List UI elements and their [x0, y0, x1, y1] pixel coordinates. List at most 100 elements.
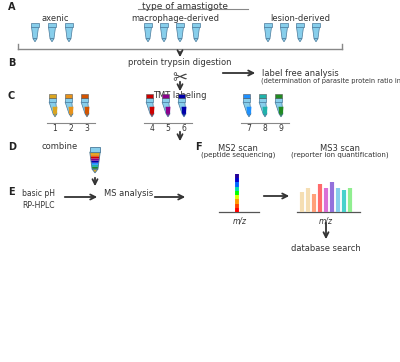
Text: 1: 1 [53, 124, 57, 133]
Polygon shape [166, 114, 170, 117]
Polygon shape [68, 107, 74, 114]
Polygon shape [85, 114, 89, 117]
Polygon shape [90, 152, 100, 154]
Polygon shape [144, 27, 152, 39]
Polygon shape [266, 39, 270, 42]
Polygon shape [81, 94, 88, 98]
Polygon shape [275, 94, 282, 98]
Polygon shape [69, 114, 73, 117]
Text: m/z: m/z [319, 217, 333, 226]
Text: F: F [195, 142, 202, 152]
Polygon shape [278, 107, 284, 114]
Polygon shape [84, 107, 90, 114]
Polygon shape [312, 23, 320, 27]
Polygon shape [49, 98, 56, 102]
Polygon shape [280, 23, 288, 27]
Polygon shape [263, 114, 267, 117]
Polygon shape [243, 94, 250, 98]
Text: ✂: ✂ [172, 69, 188, 87]
Polygon shape [312, 27, 320, 39]
Text: MS2 scan: MS2 scan [218, 144, 258, 153]
Polygon shape [166, 107, 170, 114]
Text: protein trypsin digestion: protein trypsin digestion [128, 58, 232, 67]
Text: 7: 7 [246, 124, 252, 133]
Polygon shape [259, 102, 267, 114]
Polygon shape [92, 165, 98, 167]
Text: MS3 scan: MS3 scan [320, 144, 360, 153]
Polygon shape [247, 114, 251, 117]
Polygon shape [178, 94, 185, 98]
Polygon shape [160, 27, 168, 39]
Text: 9: 9 [278, 124, 284, 133]
Text: TMT labeling: TMT labeling [153, 91, 207, 100]
Polygon shape [52, 107, 58, 114]
Polygon shape [146, 39, 150, 42]
Polygon shape [150, 114, 154, 117]
Polygon shape [279, 114, 283, 117]
Polygon shape [91, 163, 99, 165]
Polygon shape [49, 94, 56, 98]
Polygon shape [48, 27, 56, 39]
Polygon shape [150, 107, 154, 114]
Polygon shape [264, 27, 272, 39]
Polygon shape [32, 27, 38, 39]
Polygon shape [182, 114, 186, 117]
Polygon shape [65, 94, 72, 98]
Polygon shape [192, 23, 200, 27]
Polygon shape [243, 102, 251, 114]
Text: MS analysis: MS analysis [104, 189, 153, 198]
Polygon shape [66, 27, 72, 39]
Polygon shape [246, 107, 252, 114]
Polygon shape [48, 23, 56, 27]
Polygon shape [275, 98, 282, 102]
Polygon shape [49, 102, 57, 114]
Text: combine: combine [42, 142, 78, 151]
Polygon shape [262, 107, 268, 114]
Text: 3: 3 [84, 124, 90, 133]
Polygon shape [81, 102, 89, 114]
Text: basic pH
RP-HPLC: basic pH RP-HPLC [22, 189, 55, 210]
Polygon shape [92, 167, 98, 169]
Polygon shape [243, 98, 250, 102]
Polygon shape [65, 102, 73, 114]
Polygon shape [90, 156, 100, 159]
Text: C: C [8, 91, 15, 101]
Text: 6: 6 [182, 124, 186, 133]
Text: 4: 4 [150, 124, 154, 133]
Polygon shape [91, 161, 99, 163]
Polygon shape [275, 102, 283, 114]
Polygon shape [65, 98, 72, 102]
Polygon shape [144, 23, 152, 27]
Polygon shape [146, 102, 154, 114]
Polygon shape [146, 98, 153, 102]
Polygon shape [81, 98, 88, 102]
Polygon shape [32, 23, 38, 27]
Polygon shape [91, 159, 99, 161]
Polygon shape [162, 98, 169, 102]
Text: (determination of parasite protein ratio in each sample): (determination of parasite protein ratio… [261, 77, 400, 84]
Text: 5: 5 [166, 124, 170, 133]
Polygon shape [162, 102, 170, 114]
Polygon shape [176, 23, 184, 27]
Text: (peptide sequencing): (peptide sequencing) [201, 152, 275, 159]
Text: D: D [8, 142, 16, 152]
Text: axenic: axenic [41, 14, 69, 23]
Text: macrophage-derived: macrophage-derived [131, 14, 219, 23]
Text: (reporter ion quantification): (reporter ion quantification) [291, 152, 389, 159]
Polygon shape [259, 98, 266, 102]
Polygon shape [176, 27, 184, 39]
Polygon shape [67, 39, 71, 42]
Polygon shape [162, 94, 169, 98]
Polygon shape [259, 94, 266, 98]
Polygon shape [146, 94, 153, 98]
Polygon shape [182, 107, 186, 114]
Text: lesion-derived: lesion-derived [270, 14, 330, 23]
Text: 8: 8 [263, 124, 267, 133]
Polygon shape [90, 154, 100, 156]
Text: E: E [8, 187, 15, 197]
Polygon shape [194, 39, 198, 42]
Polygon shape [314, 39, 318, 42]
Polygon shape [160, 23, 168, 27]
Polygon shape [296, 27, 304, 39]
Polygon shape [90, 147, 100, 152]
